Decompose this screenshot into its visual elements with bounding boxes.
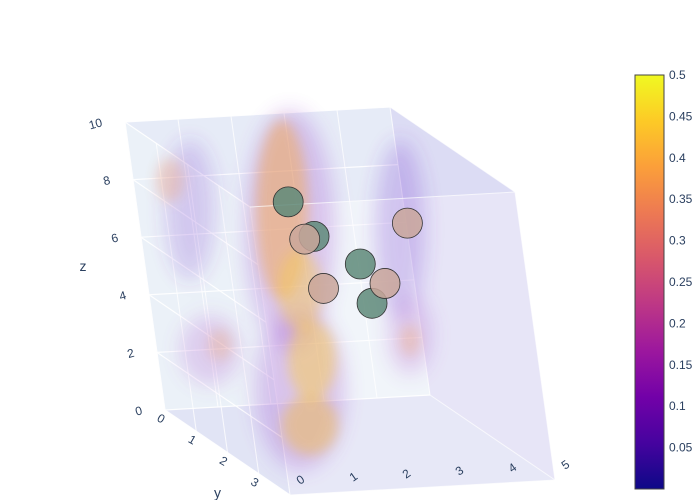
- colorbar-tick-label: 0.2: [669, 316, 686, 330]
- z-tick-label: 0: [134, 403, 144, 418]
- z-axis-title: z: [80, 258, 87, 274]
- colorbar-tick-label: 0.45: [669, 109, 693, 123]
- volume-core: [278, 250, 322, 330]
- y-tick-label: 0: [155, 411, 168, 427]
- box-front-edges: [249, 106, 556, 496]
- volume-core: [282, 395, 338, 455]
- colorbar-tick-label: 0.35: [669, 192, 693, 206]
- scatter-markers: [272, 186, 423, 319]
- volume-core: [400, 324, 420, 356]
- colorbar-tick-label: 0.05: [669, 441, 693, 455]
- volume-core: [208, 329, 232, 361]
- box-edge: [514, 191, 556, 481]
- colorbar-strip: [634, 74, 665, 490]
- z-tick-label: 8: [102, 173, 112, 188]
- marker-light: [369, 268, 401, 299]
- grid-line-y: [218, 185, 260, 474]
- z-tick-label: 2: [126, 346, 136, 361]
- z-tick-label: 10: [87, 115, 104, 132]
- colorbar-tick-label: 0.25: [669, 275, 693, 289]
- pane-front-right: [390, 107, 555, 480]
- marker-dark: [272, 186, 304, 218]
- volume-core: [156, 158, 184, 202]
- colorbar-tick-label: 0.5: [669, 68, 686, 82]
- y-tick-label: 4: [280, 496, 293, 500]
- volume-core: [288, 320, 336, 400]
- y-tick-label: 1: [186, 432, 199, 448]
- y-axis-title: y: [214, 485, 221, 500]
- grid-line-y: [124, 121, 166, 411]
- z-tick-label: 4: [118, 288, 128, 303]
- colorbar-tick-label: 0.1: [669, 399, 686, 413]
- x-tick-label: 5: [559, 457, 573, 472]
- colorbar-ticks: 0.05 0.1 0.15 0.2 0.25 0.3 0.35 0.4 0.45 0.5: [669, 68, 693, 455]
- y-tick-label: 2: [217, 453, 230, 469]
- colorbar-tick-label: 0.4: [669, 151, 686, 165]
- colorbar: 0.05 0.1 0.15 0.2 0.25 0.3 0.35 0.4 0.45 0.5: [634, 68, 693, 490]
- box-edge: [389, 106, 516, 193]
- box-edge: [289, 479, 556, 496]
- z-tick-label: 6: [110, 230, 120, 245]
- colorbar-tick-label: 0.3: [669, 234, 686, 248]
- marker-dark: [344, 248, 376, 280]
- marker-light: [308, 273, 339, 304]
- marker-light: [391, 207, 423, 239]
- colorbar-tick-label: 0.15: [669, 358, 693, 372]
- y-tick-label: 3: [248, 475, 261, 491]
- marker-light: [289, 223, 321, 255]
- scene-3d[interactable]: 024681001234012345 zyx: [80, 106, 573, 500]
- box-edge: [429, 394, 556, 481]
